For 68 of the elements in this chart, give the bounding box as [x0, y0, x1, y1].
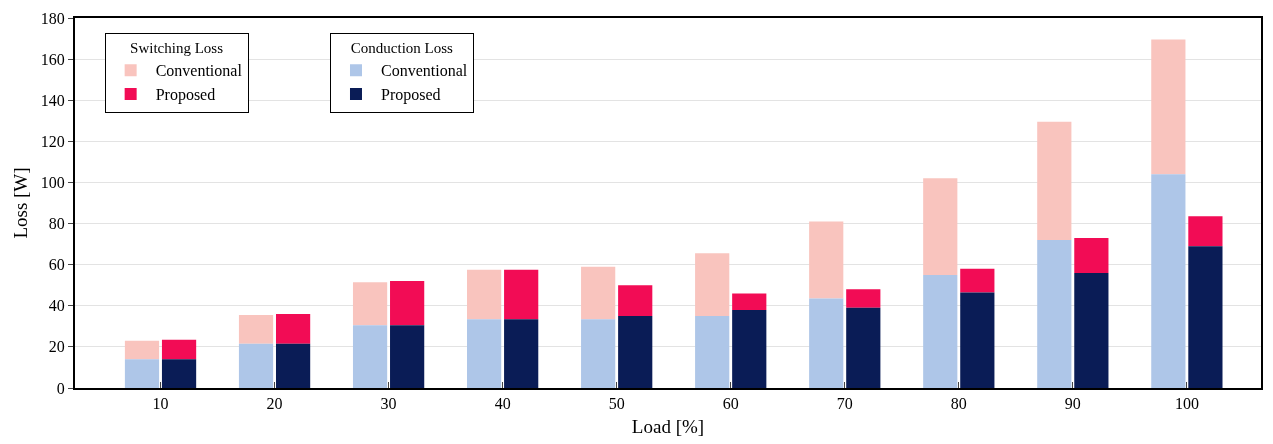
legend-label: Conventional	[380, 62, 468, 80]
y-tick-label: 160	[40, 50, 65, 68]
bar	[1037, 121, 1072, 240]
bar	[467, 319, 502, 388]
x-tick-label: 30	[380, 395, 397, 413]
bar	[504, 269, 539, 320]
x-tick-label: 10	[152, 395, 169, 413]
bar	[161, 359, 197, 388]
bar	[960, 292, 995, 388]
legend-label: Conventional	[155, 62, 243, 80]
bar	[732, 293, 767, 310]
bar	[618, 316, 653, 388]
y-tick-label: 140	[40, 91, 65, 109]
bar	[846, 307, 881, 388]
text: Switching Loss	[130, 40, 224, 57]
bar	[695, 253, 730, 317]
bar	[1151, 39, 1186, 175]
bar	[352, 325, 388, 388]
bar	[581, 319, 616, 388]
bar	[238, 343, 274, 388]
x-tick-label: 60	[722, 395, 739, 413]
bar	[390, 281, 425, 326]
bar	[923, 178, 958, 275]
bar	[1074, 237, 1109, 273]
y-tick-label: 20	[48, 338, 65, 356]
y-tick-label: 60	[48, 256, 65, 274]
y-axis-title: Loss [W]	[10, 167, 32, 239]
y-tick-label: 180	[40, 9, 65, 27]
bar	[846, 289, 881, 308]
bar	[1037, 240, 1072, 388]
x-tick-label: 70	[836, 395, 853, 413]
bar	[618, 285, 653, 317]
bar	[1074, 272, 1109, 388]
legend-label: Proposed	[155, 86, 216, 105]
bar	[390, 325, 425, 388]
bar	[732, 309, 767, 388]
bar	[352, 282, 388, 326]
bar	[275, 314, 311, 344]
bar	[124, 340, 160, 360]
bar	[809, 221, 844, 299]
legend-label: Proposed	[380, 86, 441, 105]
x-tick-label: 100	[1174, 395, 1199, 413]
x-tick-label: 80	[950, 395, 967, 413]
bar	[124, 359, 160, 388]
x-axis-title: Load [%]	[631, 415, 705, 437]
y-tick-label: 80	[48, 215, 65, 233]
bar	[1188, 216, 1223, 247]
x-tick-label: 40	[494, 395, 511, 413]
bar	[581, 266, 616, 320]
bar	[1151, 174, 1186, 388]
y-tick-label: 120	[40, 132, 65, 150]
bar	[695, 316, 730, 388]
bar	[923, 274, 958, 388]
bar	[809, 298, 844, 388]
text: Conduction Loss	[350, 40, 453, 57]
y-tick-label: 40	[48, 297, 65, 315]
x-tick-label: 20	[266, 395, 283, 413]
bar	[467, 269, 502, 320]
x-tick-label: 90	[1064, 395, 1081, 413]
y-tick-label: 100	[40, 174, 65, 192]
bar	[161, 339, 197, 360]
bar	[1188, 246, 1223, 388]
bar	[275, 343, 311, 388]
bar	[960, 268, 995, 293]
bar	[238, 315, 274, 344]
bar	[504, 319, 539, 388]
y-tick-label: 0	[56, 379, 65, 397]
x-tick-label: 50	[608, 395, 625, 413]
